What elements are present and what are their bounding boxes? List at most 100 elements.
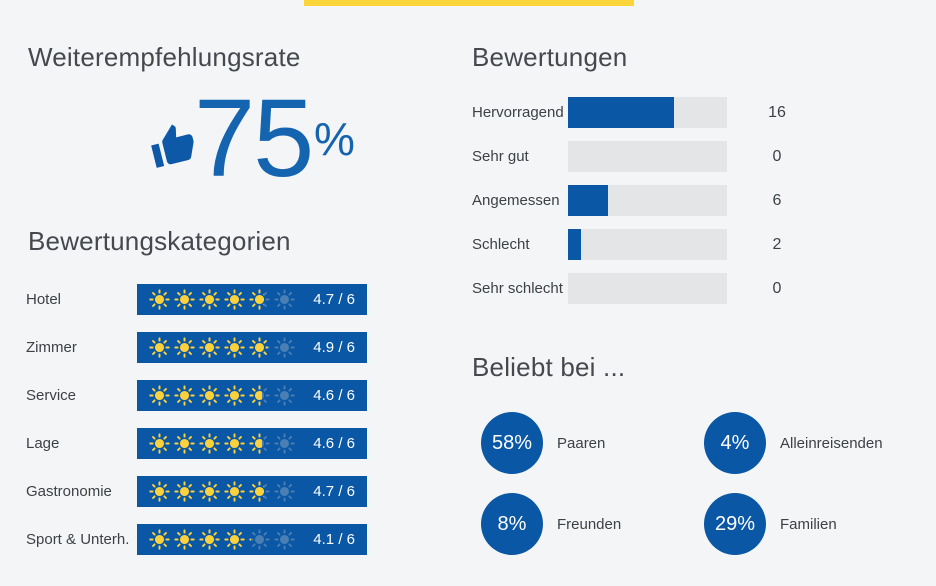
categories-title: Bewertungskategorien xyxy=(28,226,291,256)
category-label: Sport & Unterh. xyxy=(26,531,130,548)
rating-label: Hervorragend xyxy=(472,104,564,121)
sun-icon xyxy=(149,433,170,454)
sun-slot xyxy=(247,337,272,358)
sun-slot xyxy=(222,337,247,358)
sun-icon xyxy=(224,289,245,310)
rating-bar-fill xyxy=(568,97,675,128)
rating-distribution-list: Hervorragend 16 Sehr gut 0 Angemessen 6 Schlec… xyxy=(472,97,827,304)
sun-slot xyxy=(197,385,222,406)
rating-bar-fill xyxy=(568,229,582,260)
sun-icon xyxy=(224,337,245,358)
sun-icon xyxy=(174,529,195,550)
category-score: 4.9 / 6 xyxy=(313,339,355,356)
sun-slot xyxy=(147,289,172,310)
sun-slot xyxy=(172,385,197,406)
sun-slot xyxy=(147,433,172,454)
sun-slot xyxy=(247,529,272,550)
rating-bar-fill xyxy=(568,185,608,216)
category-score: 4.6 / 6 xyxy=(313,435,355,452)
sun-icon xyxy=(224,385,245,406)
category-sun-bar: 4.9 / 6 xyxy=(137,332,367,363)
category-sun-bar: 4.6 / 6 xyxy=(137,428,367,459)
sun-slot xyxy=(247,289,272,310)
rating-count: 0 xyxy=(772,147,782,165)
sun-slot xyxy=(197,481,222,502)
sun-icon xyxy=(199,481,220,502)
sun-slot xyxy=(147,385,172,406)
sun-slot xyxy=(197,289,222,310)
recommendation-value: 75 xyxy=(194,77,314,200)
sun-icon xyxy=(249,385,262,406)
sun-slot xyxy=(147,481,172,502)
popularity-label: Alleinreisenden xyxy=(780,434,883,452)
rating-label: Sehr schlecht xyxy=(472,280,563,297)
category-label: Hotel xyxy=(26,291,62,308)
popularity-item: 29% Familien xyxy=(704,493,837,555)
sun-slot xyxy=(172,481,197,502)
category-sun-bar: 4.7 / 6 xyxy=(137,284,367,315)
sun-icon xyxy=(149,481,170,502)
active-tab-indicator xyxy=(304,0,634,6)
category-label: Zimmer xyxy=(26,339,77,356)
sun-slot xyxy=(272,481,297,502)
popularity-item: 4% Alleinreisenden xyxy=(704,412,883,474)
sun-icon xyxy=(174,385,195,406)
sun-slot xyxy=(172,529,197,550)
category-sun-bar: 4.1 / 6 xyxy=(137,524,367,555)
thumbs-up-icon xyxy=(142,117,204,174)
sun-icon xyxy=(249,433,262,454)
sun-icon xyxy=(224,481,245,502)
popularity-label: Freunden xyxy=(557,515,622,533)
category-score: 4.7 / 6 xyxy=(313,291,355,308)
sun-icon xyxy=(149,529,170,550)
popularity-item: 58% Paaren xyxy=(481,412,605,474)
popularity-label: Familien xyxy=(780,515,837,533)
sun-icon xyxy=(249,337,268,358)
sun-icon xyxy=(174,337,195,358)
sun-icon xyxy=(274,385,295,406)
sun-slot xyxy=(222,481,247,502)
sun-icon xyxy=(174,433,195,454)
sun-slot xyxy=(222,529,247,550)
rating-bar-track xyxy=(568,141,727,172)
sun-slot xyxy=(247,385,272,406)
sun-slot xyxy=(272,337,297,358)
sun-slot xyxy=(272,289,297,310)
sun-slot xyxy=(172,289,197,310)
rating-row: Sehr gut 0 xyxy=(472,141,827,172)
sun-icon xyxy=(149,289,170,310)
sun-icon xyxy=(149,385,170,406)
category-row: Zimmer 4.9 / 6 xyxy=(26,332,367,363)
sun-icon xyxy=(199,433,220,454)
sun-slot xyxy=(222,433,247,454)
sun-icon xyxy=(249,529,270,550)
sun-icon xyxy=(274,289,295,310)
ratings-title: Bewertungen xyxy=(472,42,628,72)
sun-slot xyxy=(197,337,222,358)
sun-slot xyxy=(172,433,197,454)
category-row: Sport & Unterh. 4.1 / 6 xyxy=(26,524,367,555)
category-sun-bar: 4.7 / 6 xyxy=(137,476,367,507)
sun-slot xyxy=(197,529,222,550)
category-label: Gastronomie xyxy=(26,483,112,500)
sun-slot xyxy=(197,433,222,454)
sun-icon xyxy=(174,481,195,502)
sun-slot xyxy=(272,433,297,454)
rating-bar-track xyxy=(568,185,727,216)
category-score: 4.1 / 6 xyxy=(313,531,355,548)
rating-count: 0 xyxy=(772,279,782,297)
sun-icon xyxy=(249,481,264,502)
sun-slot xyxy=(147,337,172,358)
sun-icon xyxy=(249,289,264,310)
popularity-title: Beliebt bei ... xyxy=(472,352,626,382)
popularity-percent-circle: 58% xyxy=(481,412,543,474)
rating-row: Sehr schlecht 0 xyxy=(472,273,827,304)
category-row: Lage 4.6 / 6 xyxy=(26,428,367,459)
sun-icon xyxy=(199,385,220,406)
sun-slot xyxy=(147,529,172,550)
category-score: 4.6 / 6 xyxy=(313,387,355,404)
sun-slot xyxy=(272,385,297,406)
sun-slot xyxy=(222,289,247,310)
